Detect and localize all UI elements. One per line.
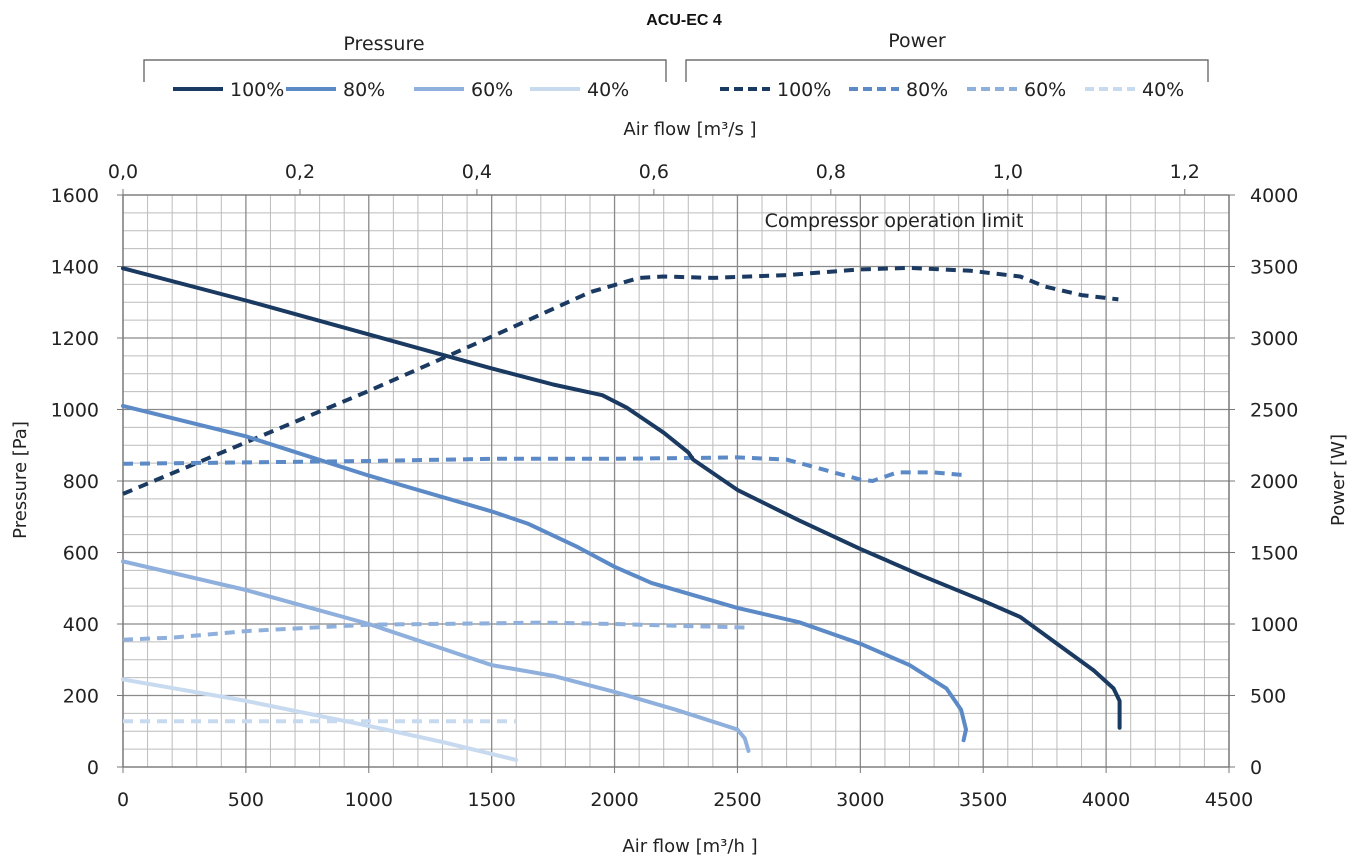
y-tick-label: 400 — [63, 614, 99, 636]
series-line-power-100pct — [122, 265, 1119, 496]
x-tick-label: 4500 — [1205, 789, 1253, 811]
legend: 100% 80% 60% 40% 100% 80% 60% 40% — [173, 79, 1184, 101]
legend-label-pressure-80pct: 80% — [343, 79, 385, 101]
series-line-power-80pct — [122, 455, 967, 483]
x-tick-label: 1500 — [467, 789, 515, 811]
x-tick-label: 3500 — [959, 789, 1007, 811]
legend-label-power-60pct: 60% — [1024, 79, 1066, 101]
x-axis-title: Air flow [m³/h ] — [622, 836, 757, 857]
power-legend-bracket — [685, 59, 1209, 82]
y2-tick-label: 500 — [1250, 686, 1286, 708]
y2-tick-label: 4000 — [1250, 185, 1298, 207]
chart-title: ACU-EC 4 — [646, 12, 722, 29]
y2-tick-label: 3500 — [1250, 257, 1298, 279]
series-line-pressure-40pct — [121, 677, 519, 762]
series-line-pressure-100pct — [121, 266, 1122, 730]
axes — [117, 189, 1235, 773]
legend-label-pressure-100pct: 100% — [230, 79, 284, 101]
y2-tick-label: 3000 — [1250, 328, 1298, 350]
pressure-legend-bracket — [143, 59, 667, 82]
y-tick-label: 800 — [63, 471, 99, 493]
series-lines — [121, 265, 1122, 762]
x-tick-label: 0 — [117, 789, 129, 811]
series-line-pressure-60pct — [121, 559, 751, 753]
series-line-power-60pct — [122, 620, 750, 642]
y2-tick-label: 2500 — [1250, 400, 1298, 422]
x2-tick-label: 1,0 — [993, 161, 1023, 183]
y2-tick-label: 1000 — [1250, 614, 1298, 636]
y-axis-title: Pressure [Pa] — [10, 421, 31, 539]
x2-tick-label: 0,8 — [816, 161, 846, 183]
legend-label-power-40pct: 40% — [1142, 79, 1184, 101]
x-tick-label: 2500 — [713, 789, 761, 811]
x2-axis-title: Air flow [m³/s ] — [623, 119, 756, 140]
x2-tick-label: 1,2 — [1170, 161, 1200, 183]
y-tick-label: 1400 — [51, 257, 99, 279]
legend-group-power: Power — [888, 30, 946, 52]
legend-label-power-100pct: 100% — [777, 79, 831, 101]
x-tick-label: 4000 — [1082, 789, 1130, 811]
y2-tick-label: 0 — [1250, 757, 1262, 779]
y-tick-label: 200 — [63, 686, 99, 708]
y2-axis-title: Power [W] — [1328, 434, 1349, 526]
x-tick-label: 500 — [228, 789, 264, 811]
x-tick-label: 3000 — [836, 789, 884, 811]
y-tick-label: 1600 — [51, 185, 99, 207]
y-tick-label: 1000 — [51, 400, 99, 422]
y2-tick-label: 2000 — [1250, 471, 1298, 493]
legend-label-pressure-40pct: 40% — [587, 79, 629, 101]
legend-label-power-80pct: 80% — [906, 79, 948, 101]
annotation-compressor-limit: Compressor operation limit — [765, 210, 1024, 232]
x2-tick-label: 0,2 — [285, 161, 315, 183]
x2-tick-label: 0,6 — [639, 161, 669, 183]
y2-tick-label: 1500 — [1250, 543, 1298, 565]
y-tick-label: 600 — [63, 543, 99, 565]
y-tick-label: 1200 — [51, 328, 99, 350]
series-line-pressure-80pct — [121, 403, 968, 743]
legend-group-pressure: Pressure — [343, 33, 424, 55]
major-grid — [122, 194, 1230, 768]
x2-tick-label: 0,0 — [108, 161, 138, 183]
y-tick-label: 0 — [87, 757, 99, 779]
x2-tick-label: 0,4 — [462, 161, 492, 183]
x-tick-label: 2000 — [590, 789, 638, 811]
x-tick-label: 1000 — [345, 789, 393, 811]
legend-label-pressure-60pct: 60% — [471, 79, 513, 101]
